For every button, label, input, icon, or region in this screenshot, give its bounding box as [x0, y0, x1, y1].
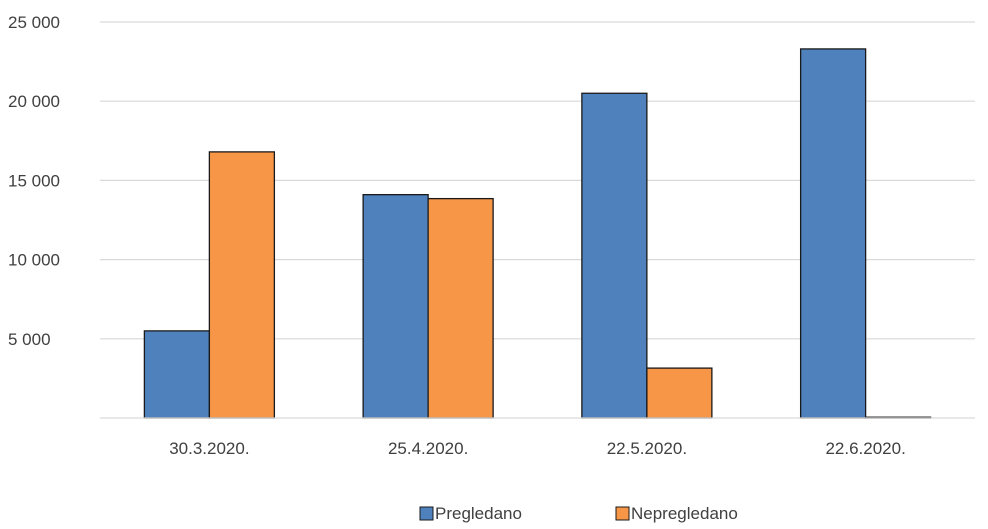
x-tick-label: 22.6.2020.: [825, 439, 905, 458]
legend-label: Pregledano: [435, 504, 522, 523]
x-axis: 30.3.2020. 25.4.2020. 22.5.2020. 22.6.2020.: [100, 417, 975, 458]
bar-nepregledano-2: [646, 367, 713, 419]
y-tick-label: 15 000: [8, 171, 60, 190]
y-tick-label: 5 000: [8, 330, 51, 349]
bar-pregledano-2: [581, 92, 648, 419]
x-tick-label: 30.3.2020.: [169, 439, 249, 458]
y-axis-ticks: 5 000 10 000 15 000 20 000 25 000: [8, 13, 60, 349]
bar-nepregledano-1: [427, 197, 494, 419]
y-tick-label: 20 000: [8, 92, 60, 111]
bar-pregledano-3: [799, 48, 867, 419]
bars: [143, 48, 932, 419]
x-tick-label: 25.4.2020.: [388, 439, 468, 458]
legend-swatch-pregledano: [419, 506, 434, 521]
x-tick-label: 22.5.2020.: [607, 439, 687, 458]
legend: Pregledano Nepregledano: [419, 504, 738, 523]
y-tick-label: 10 000: [8, 251, 60, 270]
legend-label: Nepregledano: [631, 504, 738, 523]
y-tick-label: 25 000: [8, 13, 60, 32]
legend-swatch-nepregledano: [615, 506, 630, 521]
bar-pregledano-1: [362, 194, 429, 419]
bar-pregledano-0: [143, 330, 211, 419]
bar-nepregledano-0: [208, 151, 276, 419]
